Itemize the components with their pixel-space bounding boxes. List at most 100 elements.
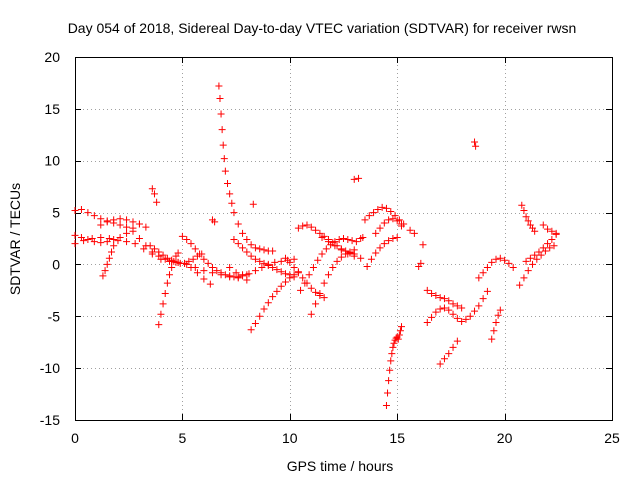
data-point xyxy=(148,185,156,193)
data-point xyxy=(546,244,554,252)
data-point xyxy=(320,279,328,287)
data-point xyxy=(359,233,367,241)
series-arc-h xyxy=(146,242,206,267)
data-point xyxy=(531,227,539,235)
data-point xyxy=(243,236,251,244)
series-arc-p xyxy=(282,254,328,302)
data-point xyxy=(103,218,111,226)
data-point xyxy=(370,209,378,217)
data-point xyxy=(140,245,148,253)
data-point xyxy=(307,223,315,231)
data-point xyxy=(256,257,264,265)
data-point xyxy=(337,246,345,254)
data-point xyxy=(320,294,328,302)
data-point xyxy=(273,266,281,274)
y-tick-label: 10 xyxy=(44,153,60,169)
data-point xyxy=(380,240,388,248)
data-point xyxy=(269,247,277,255)
data-point xyxy=(239,229,247,237)
data-point xyxy=(157,310,165,318)
data-point xyxy=(159,300,167,308)
series-arc-v xyxy=(357,233,367,242)
series-arc-b xyxy=(71,233,251,284)
series-arc-ac xyxy=(415,241,427,271)
data-point xyxy=(273,287,281,295)
data-point xyxy=(552,229,560,237)
data-point xyxy=(90,212,98,220)
series-arc-aa xyxy=(394,323,405,343)
data-point xyxy=(221,271,229,279)
data-point xyxy=(350,246,358,254)
data-point xyxy=(440,355,448,363)
data-point xyxy=(189,255,197,263)
data-point xyxy=(200,275,208,283)
data-point xyxy=(340,235,347,242)
data-point xyxy=(522,213,530,221)
data-point xyxy=(218,126,226,134)
data-point xyxy=(230,236,238,244)
data-point xyxy=(256,245,264,253)
grid xyxy=(75,57,612,420)
data-point xyxy=(277,282,285,290)
data-point xyxy=(264,261,272,269)
data-point xyxy=(488,335,496,343)
data-point xyxy=(312,300,320,308)
data-point xyxy=(251,267,259,275)
data-point xyxy=(544,240,552,248)
data-point xyxy=(314,256,322,264)
data-point xyxy=(77,233,85,241)
data-point xyxy=(436,294,444,302)
data-point xyxy=(245,270,253,278)
data-point xyxy=(352,238,360,246)
data-point xyxy=(432,292,440,300)
x-tick-label: 20 xyxy=(497,430,513,446)
data-point xyxy=(196,250,204,258)
data-point xyxy=(318,250,326,258)
data-point xyxy=(239,271,247,279)
data-point xyxy=(374,205,382,213)
series-arc-al xyxy=(522,230,560,265)
data-point xyxy=(71,240,79,248)
data-point xyxy=(110,216,118,224)
data-point xyxy=(77,205,85,213)
data-point xyxy=(217,269,225,277)
data-point xyxy=(234,220,242,228)
y-axis-label: SDTVAR / TECUs xyxy=(7,183,23,295)
data-point xyxy=(232,269,240,277)
data-point xyxy=(303,221,311,229)
data-point xyxy=(200,255,208,263)
data-point xyxy=(316,229,324,237)
data-point xyxy=(155,321,163,329)
data-point xyxy=(394,335,402,343)
series-arc-n xyxy=(247,268,302,334)
data-point xyxy=(277,268,285,276)
data-point xyxy=(529,260,537,268)
data-point xyxy=(294,224,302,232)
data-point xyxy=(390,339,398,347)
data-point xyxy=(110,236,118,244)
series-arc-ad xyxy=(423,287,491,327)
data-point xyxy=(531,251,539,259)
data-point xyxy=(385,237,393,245)
data-point xyxy=(492,319,500,327)
series-arc-af xyxy=(436,337,461,368)
data-point xyxy=(458,304,466,312)
y-tick-label: 15 xyxy=(44,101,60,117)
data-point xyxy=(220,155,228,163)
axis-ticks xyxy=(75,57,613,421)
data-point xyxy=(361,216,369,224)
y-tick-label: -15 xyxy=(40,412,60,428)
data-point xyxy=(161,289,169,297)
data-point xyxy=(251,320,259,328)
data-point xyxy=(99,272,107,280)
data-point xyxy=(453,314,461,322)
data-point xyxy=(387,357,395,365)
data-point xyxy=(472,142,480,150)
x-tick-label: 5 xyxy=(179,430,187,446)
data-point xyxy=(544,225,552,233)
x-tick-label: 10 xyxy=(282,430,298,446)
data-point xyxy=(271,258,279,266)
data-point xyxy=(234,240,242,248)
data-point xyxy=(483,287,491,295)
data-point xyxy=(301,279,309,287)
